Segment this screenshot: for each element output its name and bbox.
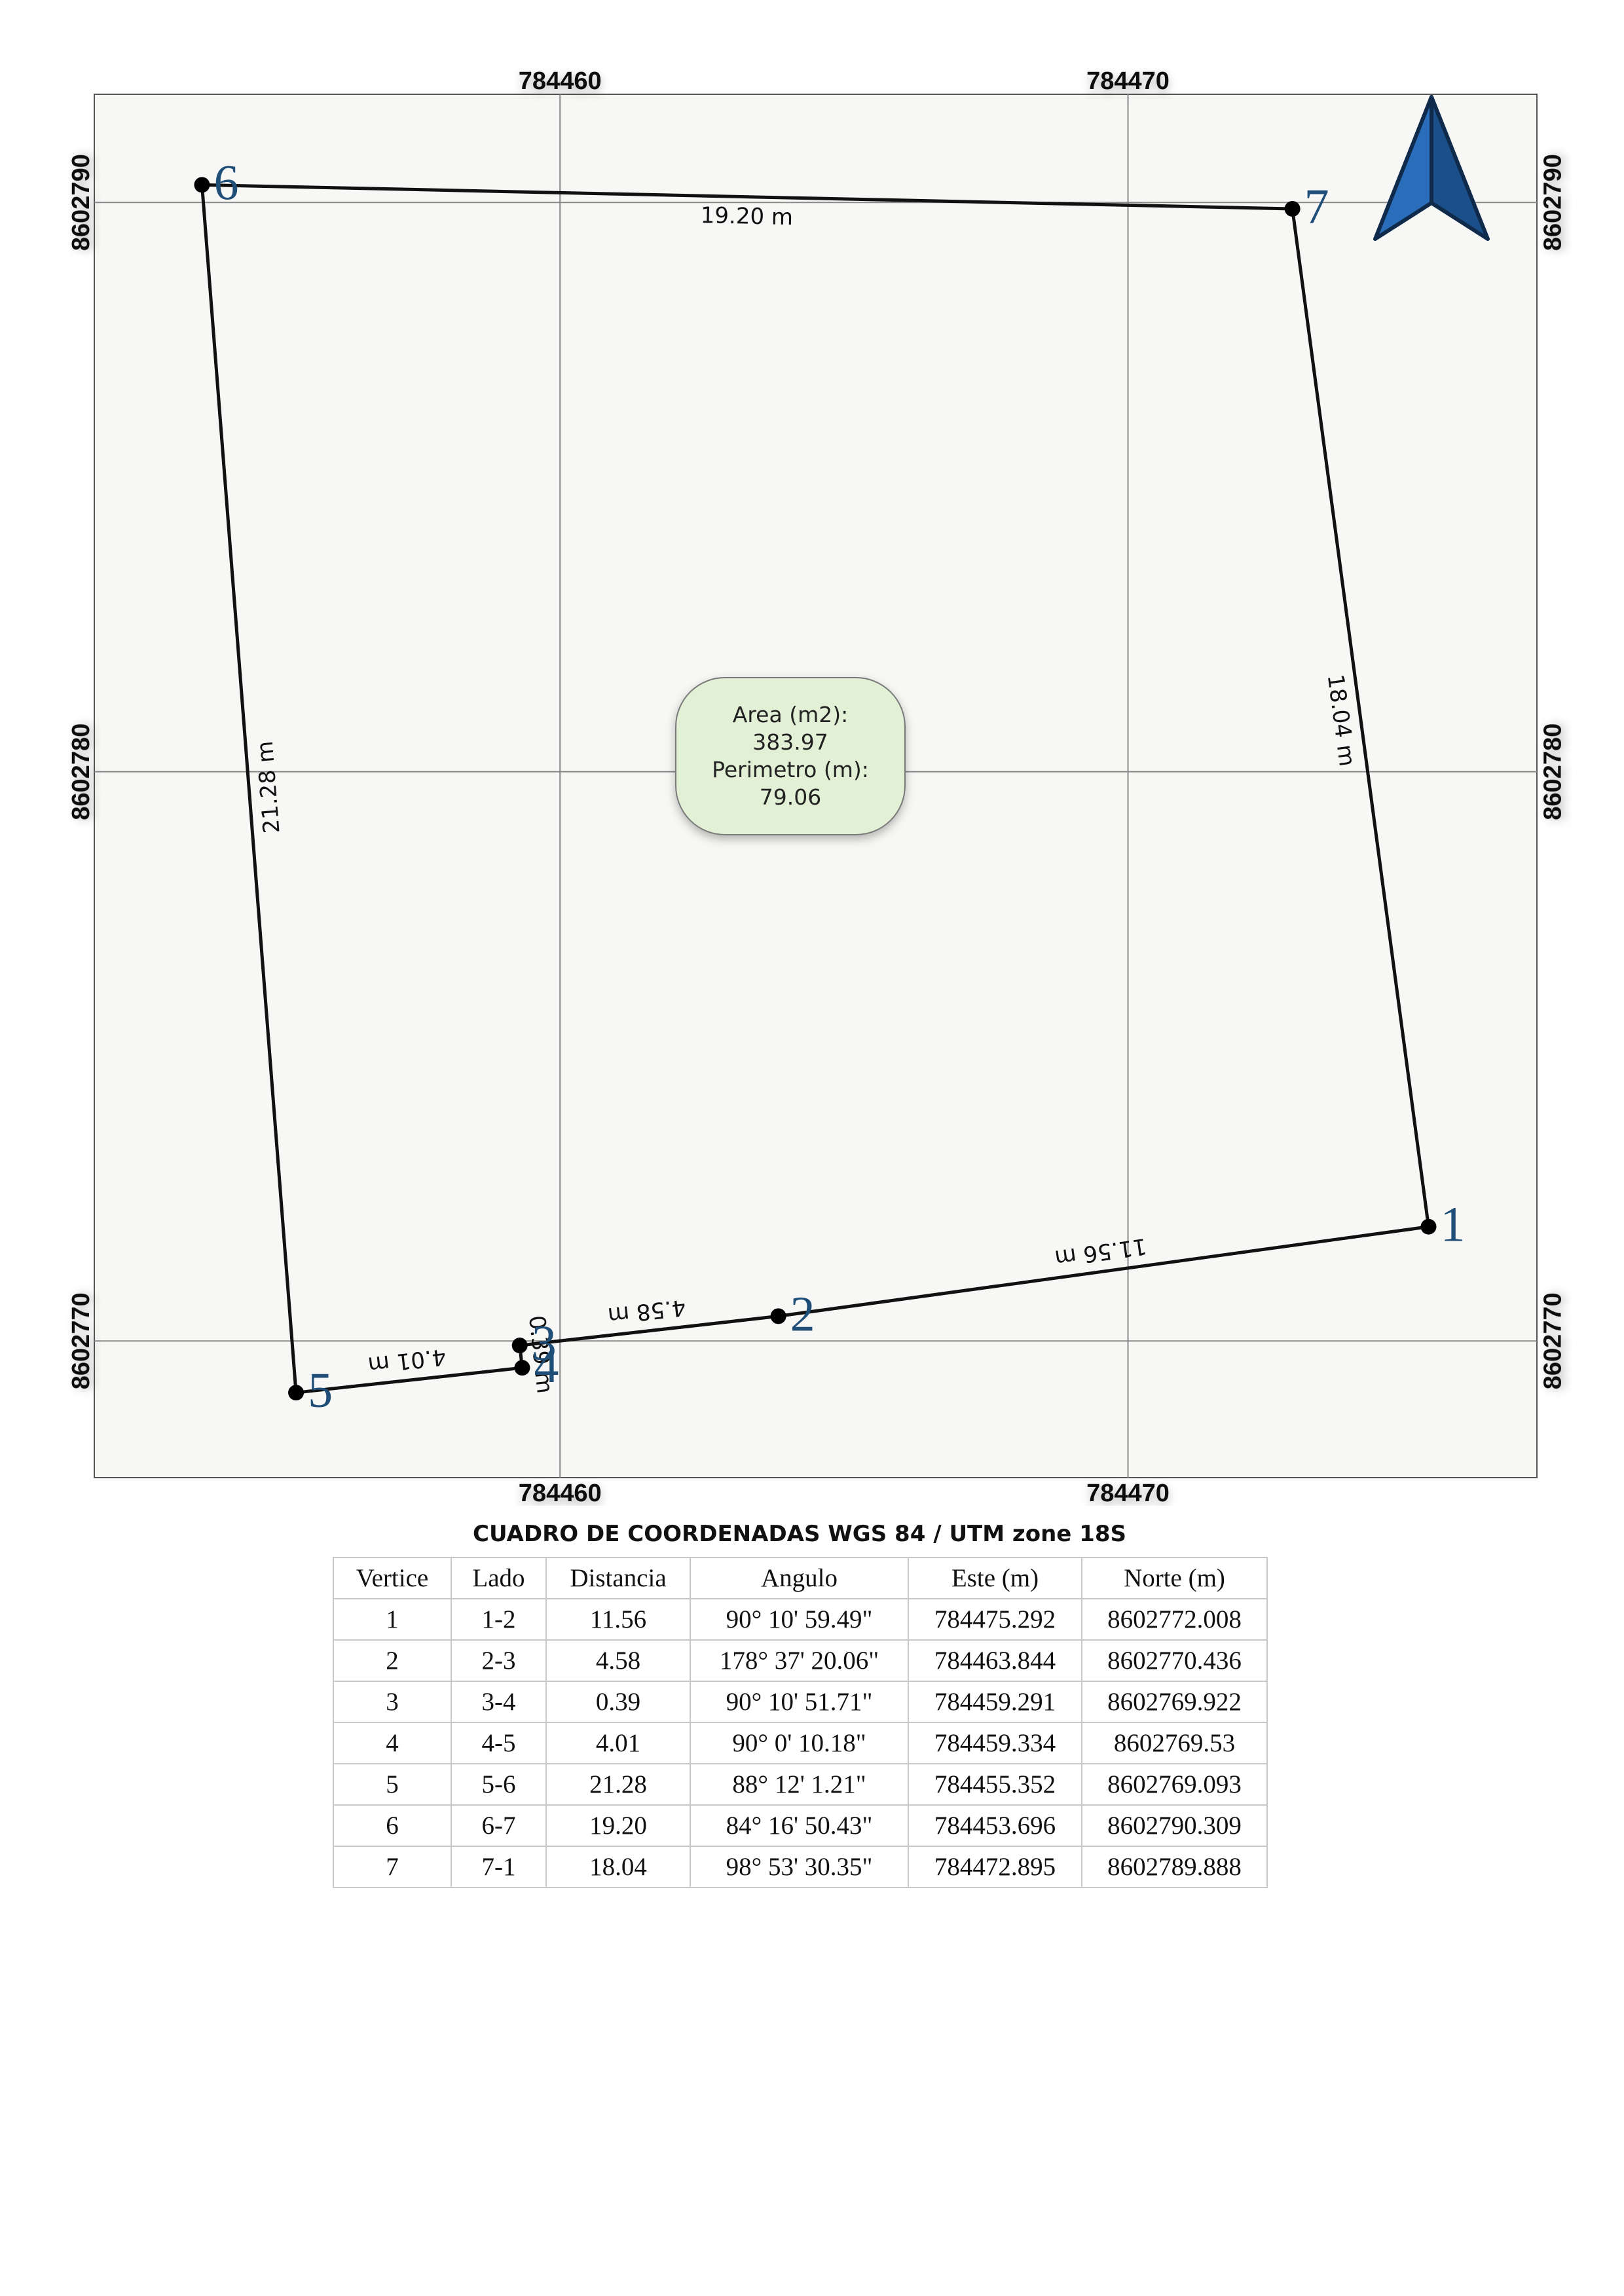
table-cell: 5-6 bbox=[451, 1763, 547, 1806]
table-cell: 90° 10' 59.49" bbox=[690, 1598, 909, 1641]
table-cell: 6-7 bbox=[451, 1804, 547, 1847]
grid-label-y-left: 8602780 bbox=[67, 723, 95, 820]
vertex-point bbox=[514, 1360, 530, 1376]
table-cell: 1 bbox=[333, 1598, 452, 1641]
table-cell: 784463.844 bbox=[908, 1639, 1082, 1682]
table-row: 5 5-6 21.28 88° 12' 1.21" 784455.352 8602769.… bbox=[333, 1763, 1268, 1806]
grid-label-x-top: 784470 bbox=[1086, 67, 1170, 95]
table-cell: 784459.334 bbox=[908, 1722, 1082, 1764]
table-cell: 11.56 bbox=[545, 1598, 691, 1641]
table-cell: 5 bbox=[333, 1763, 452, 1806]
vertex-point bbox=[1420, 1218, 1437, 1235]
table-cell: 7-1 bbox=[451, 1846, 547, 1888]
table-cell: 4.01 bbox=[545, 1722, 691, 1764]
table-header-cell: Angulo bbox=[690, 1557, 909, 1599]
grid-label-y-left: 8602790 bbox=[67, 154, 95, 251]
grid-label-y-right: 8602770 bbox=[1539, 1292, 1566, 1389]
vertex-markers: 1 2 34 5 6 7 bbox=[194, 155, 1466, 1418]
vertex-label: 5 bbox=[308, 1363, 333, 1418]
table-cell: 98° 53' 30.35" bbox=[690, 1846, 909, 1888]
table-header-cell: Lado bbox=[451, 1557, 547, 1599]
table-cell: 6 bbox=[333, 1804, 452, 1847]
table-cell: 88° 12' 1.21" bbox=[690, 1763, 909, 1806]
area-value: 383.97 bbox=[752, 729, 828, 755]
area-perimeter-box: Area (m2): 383.97 Perimetro (m): 79.06 bbox=[675, 677, 906, 835]
table-cell: 90° 0' 10.18" bbox=[690, 1722, 909, 1764]
table-header-cell: Distancia bbox=[545, 1557, 691, 1599]
north-arrow-right-half bbox=[1430, 95, 1490, 241]
vertex-label: 4 bbox=[534, 1338, 559, 1393]
table-cell: 21.28 bbox=[545, 1763, 691, 1806]
table-cell: 4 bbox=[333, 1722, 452, 1764]
vertex-point bbox=[511, 1338, 528, 1354]
vertex-point bbox=[1284, 200, 1301, 217]
table-row: 3 3-4 0.39 90° 10' 51.71" 784459.291 8602769.… bbox=[333, 1681, 1268, 1723]
table-cell: 7 bbox=[333, 1846, 452, 1888]
vertex-point bbox=[194, 177, 210, 193]
table-cell: 8602772.008 bbox=[1081, 1598, 1268, 1641]
vertex-point bbox=[770, 1308, 786, 1324]
vertex-label: 7 bbox=[1304, 179, 1329, 234]
perimeter-label: Perimetro (m): bbox=[712, 757, 869, 782]
vertex-label: 3 bbox=[532, 1316, 557, 1371]
coordinate-table-title: CUADRO DE COORDENADAS WGS 84 / UTM zone … bbox=[473, 1521, 1126, 1547]
table-cell: 90° 10' 51.71" bbox=[690, 1681, 909, 1723]
coordinate-table: Vertice Lado Distancia Angulo Este (m) Norte … bbox=[333, 1557, 1268, 1888]
north-arrow-icon bbox=[1373, 95, 1490, 241]
info-box-background bbox=[675, 677, 906, 835]
table-body: 1 1-2 11.56 90° 10' 59.49" 784475.292 8602772… bbox=[333, 1598, 1268, 1888]
grid-label-x-bottom: 784460 bbox=[519, 1480, 602, 1506]
table-header-cell: Vertice bbox=[333, 1557, 452, 1599]
table-cell: 784475.292 bbox=[908, 1598, 1082, 1641]
table-cell: 0.39 bbox=[545, 1681, 691, 1723]
table-row: 4 4-5 4.01 90° 0' 10.18" 784459.334 8602769.5… bbox=[333, 1722, 1268, 1764]
table-cell: 8602769.093 bbox=[1081, 1763, 1268, 1806]
table-cell: 178° 37' 20.06" bbox=[690, 1639, 909, 1682]
perimeter-value: 79.06 bbox=[760, 784, 821, 810]
area-label: Area (m2): bbox=[733, 702, 848, 727]
vertex-label: 6 bbox=[213, 155, 238, 210]
grid-label-y-left: 8602770 bbox=[67, 1292, 95, 1389]
table-cell: 784455.352 bbox=[908, 1763, 1082, 1806]
table-header-cell: Este (m) bbox=[908, 1557, 1082, 1599]
table-cell: 3 bbox=[333, 1681, 452, 1723]
table-cell: 84° 16' 50.43" bbox=[690, 1804, 909, 1847]
table-cell: 784459.291 bbox=[908, 1681, 1082, 1723]
table-cell: 784453.696 bbox=[908, 1804, 1082, 1847]
table-cell: 2-3 bbox=[451, 1639, 547, 1682]
grid-label-y-right: 8602790 bbox=[1539, 154, 1566, 251]
vertex-label: 2 bbox=[790, 1286, 815, 1341]
table-row: 6 6-7 19.20 84° 16' 50.43" 784453.696 8602790… bbox=[333, 1804, 1268, 1847]
table-cell: 3-4 bbox=[451, 1681, 547, 1723]
table-cell: 8602789.888 bbox=[1081, 1846, 1268, 1888]
grid-label-x-top: 784460 bbox=[519, 67, 602, 95]
table-row: 2 2-3 4.58 178° 37' 20.06" 784463.844 8602770… bbox=[333, 1639, 1268, 1682]
table-cell: 1-2 bbox=[451, 1598, 547, 1641]
table-header-cell: Norte (m) bbox=[1081, 1557, 1268, 1599]
table-row: 7 7-1 18.04 98° 53' 30.35" 784472.895 8602789… bbox=[333, 1846, 1268, 1888]
side-length-label: 19.20 m bbox=[700, 202, 793, 230]
table-row: 1 1-2 11.56 90° 10' 59.49" 784475.292 8602772… bbox=[333, 1598, 1268, 1641]
parcel-boundary bbox=[200, 183, 1431, 1394]
table-cell: 4.58 bbox=[545, 1639, 691, 1682]
vertex-label: 1 bbox=[1441, 1197, 1466, 1252]
table-cell: 784472.895 bbox=[908, 1846, 1082, 1888]
vertex-point bbox=[288, 1385, 304, 1401]
table-cell: 19.20 bbox=[545, 1804, 691, 1847]
table-cell: 8602769.53 bbox=[1081, 1722, 1268, 1764]
table-cell: 4-5 bbox=[451, 1722, 547, 1764]
grid-label-x-bottom: 784470 bbox=[1086, 1480, 1170, 1506]
table-header-row: Vertice Lado Distancia Angulo Este (m) Norte … bbox=[333, 1557, 1268, 1599]
table-cell: 8602790.309 bbox=[1081, 1804, 1268, 1847]
table-cell: 2 bbox=[333, 1639, 452, 1682]
table-cell: 18.04 bbox=[545, 1846, 691, 1888]
parcel-polygon bbox=[200, 183, 1431, 1394]
table-cell: 8602769.922 bbox=[1081, 1681, 1268, 1723]
survey-map: 784460 784460 784470 784470 8602790 8602790 86… bbox=[67, 67, 1566, 1506]
grid-label-y-right: 8602780 bbox=[1539, 723, 1566, 820]
table-cell: 8602770.436 bbox=[1081, 1639, 1268, 1682]
tick-labels: 784460 784460 784470 784470 8602790 8602790 86… bbox=[67, 67, 1566, 1506]
